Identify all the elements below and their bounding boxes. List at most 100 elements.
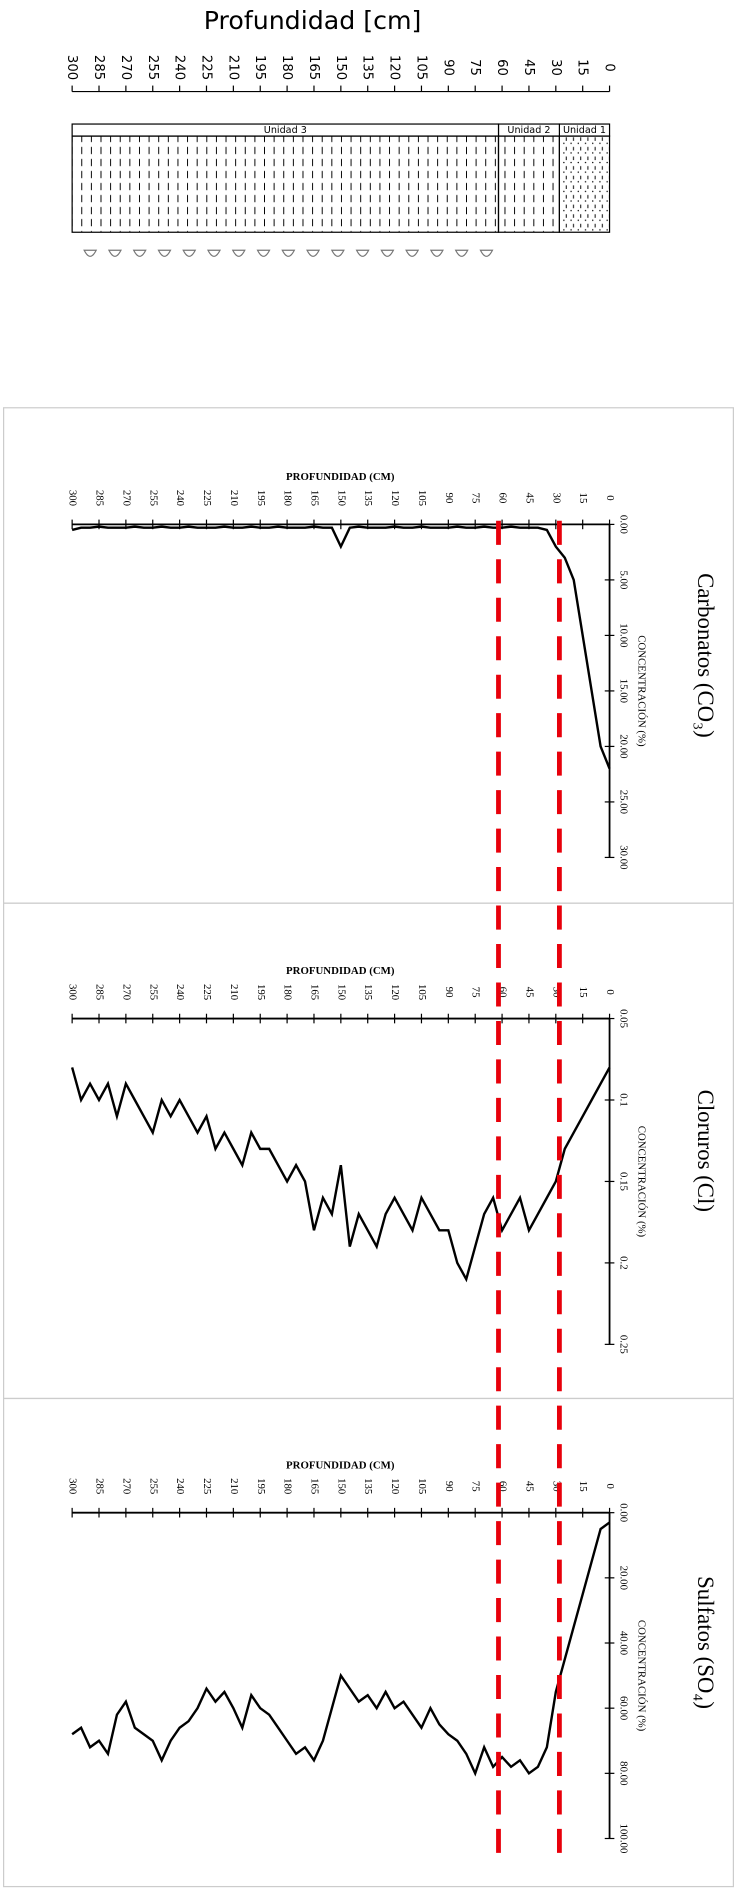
x-axis-label: PROFUNDIDAD (CM) — [286, 1459, 395, 1471]
x-tick-label: 300 — [67, 1478, 79, 1494]
y-tick-label: 25.00 — [617, 790, 629, 814]
shell-symbol — [258, 250, 270, 256]
tick-label: 90 — [440, 59, 455, 76]
shell-symbol — [282, 250, 294, 256]
x-tick-label: 180 — [282, 984, 294, 1000]
x-tick-label: 0 — [604, 989, 616, 994]
x-tick-label: 195 — [255, 1478, 267, 1494]
x-tick-label: 285 — [94, 984, 106, 1000]
x-tick-label: 135 — [362, 1478, 374, 1494]
tick-label: 285 — [91, 55, 106, 80]
x-tick-label: 195 — [255, 984, 267, 1000]
tick-label: 0 — [602, 63, 617, 71]
x-tick-label: 75 — [470, 493, 482, 504]
y-tick-label: 100.00 — [617, 1824, 629, 1854]
x-tick-label: 105 — [416, 984, 428, 1000]
x-tick-label: 45 — [523, 493, 535, 504]
tick-label: 255 — [145, 55, 160, 80]
y-tick-label: 0.25 — [617, 1335, 629, 1354]
panel — [4, 903, 734, 1398]
unit-label: Unidad 1 — [563, 125, 606, 136]
shell-symbol — [406, 250, 418, 256]
y-axis-label: CONCENTRACIÓN (%) — [635, 1620, 647, 1732]
tick-label: 135 — [360, 55, 375, 80]
unit-fill — [498, 136, 559, 232]
x-tick-label: 150 — [335, 490, 347, 506]
x-tick-label: 120 — [389, 984, 401, 1000]
x-tick-label: 225 — [201, 1478, 213, 1494]
x-tick-label: 0 — [604, 1484, 616, 1489]
data-line — [72, 1522, 609, 1773]
tick-label: 270 — [118, 55, 133, 80]
chart-title: Carbonatos (CO₃) — [693, 573, 718, 738]
tick-label: 210 — [225, 55, 240, 80]
y-axis-label: CONCENTRACIÓN (%) — [635, 635, 647, 747]
x-tick-label: 165 — [308, 1478, 320, 1494]
x-tick-label: 120 — [389, 1478, 401, 1494]
y-tick-label: 60.00 — [617, 1696, 629, 1720]
x-tick-label: 240 — [174, 1478, 186, 1494]
x-tick-label: 285 — [94, 1478, 106, 1494]
tick-label: 240 — [172, 55, 187, 80]
chart-title: Cloruros (Cl) — [693, 1090, 718, 1212]
shell-symbol — [381, 250, 393, 256]
tick-label: 300 — [64, 55, 79, 80]
y-tick-label: 15.00 — [617, 679, 629, 703]
x-tick-label: 180 — [282, 490, 294, 506]
x-tick-label: 90 — [443, 1481, 455, 1492]
x-tick-label: 255 — [147, 984, 159, 1000]
tick-label: 150 — [333, 55, 348, 80]
tick-label: 120 — [387, 55, 402, 80]
shell-symbol — [109, 250, 121, 256]
x-tick-label: 15 — [577, 493, 589, 504]
tick-label: 30 — [548, 59, 563, 76]
tick-label: 15 — [575, 59, 590, 76]
shell-symbol — [431, 250, 443, 256]
x-tick-label: 210 — [228, 1478, 240, 1494]
x-tick-label: 165 — [308, 490, 320, 506]
x-tick-label: 225 — [201, 490, 213, 506]
y-tick-label: 80.00 — [617, 1761, 629, 1785]
data-line — [72, 1067, 609, 1279]
shell-symbol — [208, 250, 220, 256]
x-tick-label: 60 — [497, 493, 509, 504]
unit-label: Unidad 2 — [507, 125, 550, 136]
tick-label: 225 — [198, 55, 213, 80]
shell-symbol — [307, 250, 319, 256]
x-tick-label: 105 — [416, 490, 428, 506]
shell-symbol — [332, 250, 344, 256]
tick-label: 75 — [467, 59, 482, 76]
tick-label: 165 — [306, 55, 321, 80]
y-tick-label: 0.05 — [617, 1009, 629, 1028]
x-tick-label: 150 — [335, 1478, 347, 1494]
x-axis-label: PROFUNDIDAD (CM) — [286, 965, 395, 977]
tick-label: 180 — [279, 55, 294, 80]
x-tick-label: 135 — [362, 490, 374, 506]
x-tick-label: 255 — [147, 1478, 159, 1494]
x-tick-label: 300 — [67, 490, 79, 506]
x-tick-label: 165 — [308, 984, 320, 1000]
shell-symbol — [158, 250, 170, 256]
depth-title: Profundidad [cm] — [204, 6, 422, 35]
x-tick-label: 300 — [67, 984, 79, 1000]
unit-label: Unidad 3 — [264, 125, 307, 136]
x-tick-label: 45 — [523, 1481, 535, 1492]
tick-label: 195 — [252, 55, 267, 80]
y-tick-label: 0.00 — [617, 515, 629, 534]
x-tick-label: 75 — [470, 987, 482, 998]
x-tick-label: 270 — [120, 984, 132, 1000]
x-tick-label: 195 — [255, 490, 267, 506]
unit-fill — [559, 136, 609, 232]
x-tick-label: 120 — [389, 490, 401, 506]
x-tick-label: 90 — [443, 493, 455, 504]
x-tick-label: 240 — [174, 490, 186, 506]
shell-symbol — [456, 250, 468, 256]
y-tick-label: 20.00 — [617, 1566, 629, 1590]
x-tick-label: 0 — [604, 495, 616, 500]
x-tick-label: 15 — [577, 987, 589, 998]
x-tick-label: 270 — [120, 1478, 132, 1494]
shell-symbol — [480, 250, 492, 256]
x-tick-label: 285 — [94, 490, 106, 506]
x-tick-label: 135 — [362, 984, 374, 1000]
x-tick-label: 180 — [282, 1478, 294, 1494]
